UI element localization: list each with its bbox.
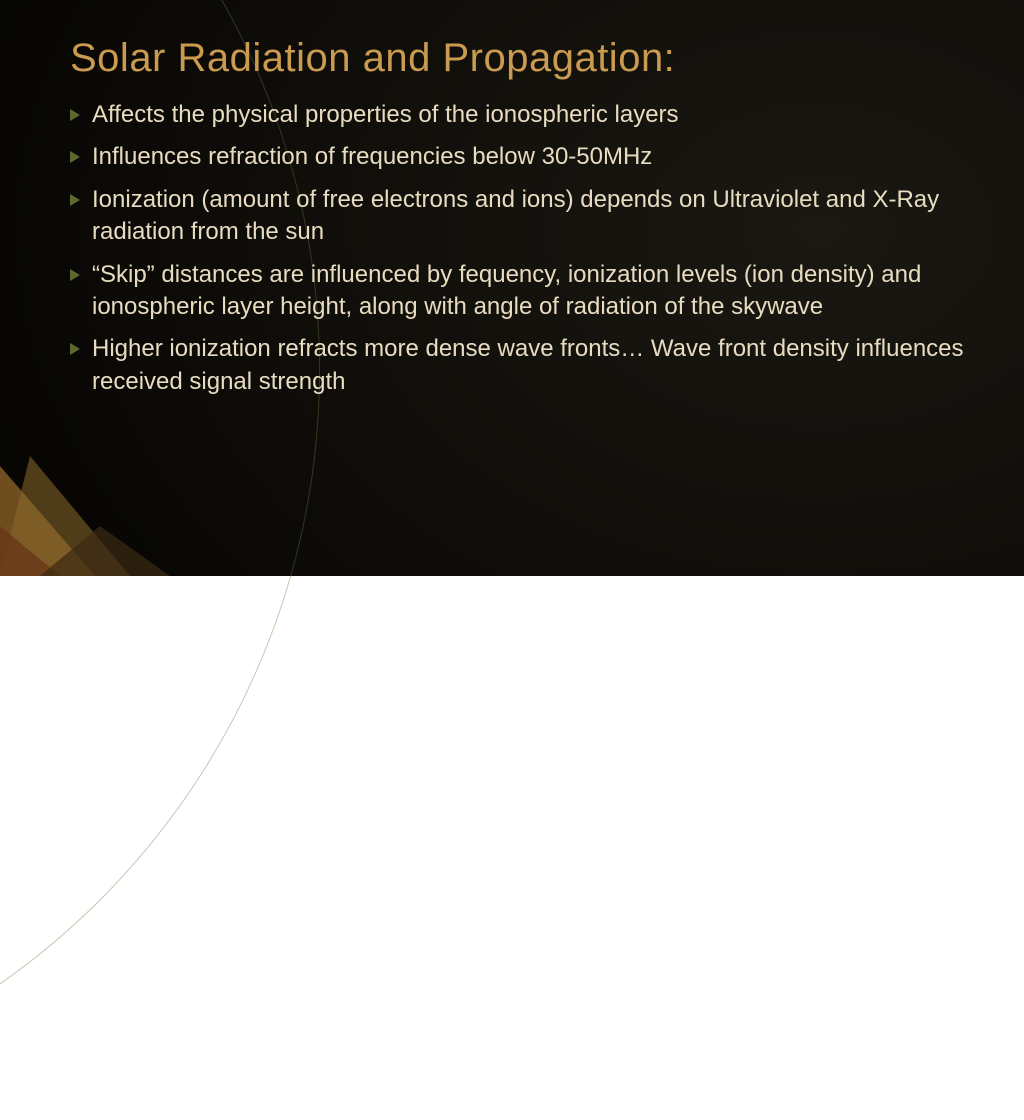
bullet-text: Influences refraction of frequencies bel… — [92, 143, 652, 170]
slide-content: Solar Radiation and Propagation: Affects… — [70, 36, 974, 408]
slide: Solar Radiation and Propagation: Affects… — [0, 0, 1024, 576]
bullet-text: “Skip” distances are influenced by feque… — [92, 261, 921, 320]
list-item: Higher ionization refracts more dense wa… — [70, 333, 974, 398]
bullet-icon — [70, 343, 80, 355]
bullet-text: Ionization (amount of free electrons and… — [92, 186, 939, 245]
bullet-list: Affects the physical properties of the i… — [70, 99, 974, 398]
bullet-icon — [70, 109, 80, 121]
background-shard — [0, 456, 170, 576]
list-item: Ionization (amount of free electrons and… — [70, 184, 974, 249]
list-item: Influences refraction of frequencies bel… — [70, 141, 974, 173]
list-item: Affects the physical properties of the i… — [70, 99, 974, 131]
list-item: “Skip” distances are influenced by feque… — [70, 259, 974, 324]
bullet-text: Affects the physical properties of the i… — [92, 101, 679, 128]
bullet-icon — [70, 151, 80, 163]
bullet-icon — [70, 269, 80, 281]
slide-title: Solar Radiation and Propagation: — [70, 36, 974, 81]
bullet-text: Higher ionization refracts more dense wa… — [92, 335, 964, 394]
bullet-icon — [70, 194, 80, 206]
